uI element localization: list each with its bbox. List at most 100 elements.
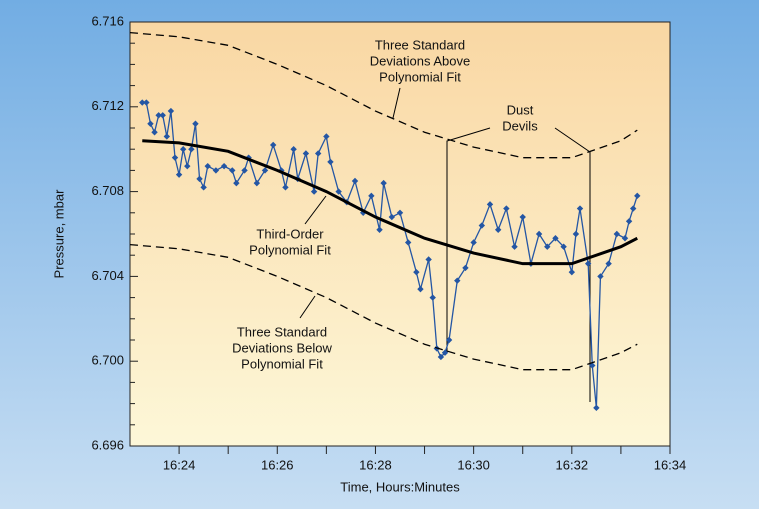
data-point xyxy=(454,277,461,284)
data-point xyxy=(204,162,211,170)
data-point xyxy=(396,209,404,216)
data-point xyxy=(155,112,162,119)
data-point xyxy=(196,175,203,183)
annotation-leader xyxy=(304,195,327,225)
data-point xyxy=(584,260,592,267)
x-tick-label: 16:26 xyxy=(261,457,294,472)
annotation-leader xyxy=(299,295,316,319)
data-point xyxy=(625,218,633,225)
data-point xyxy=(413,268,420,276)
data-point xyxy=(269,141,277,149)
annotation: Polynomial Fit xyxy=(379,69,461,84)
data-point xyxy=(310,188,318,195)
y-tick-label: 6.708 xyxy=(91,183,124,198)
data-point xyxy=(314,150,322,157)
y-tick-label: 6.704 xyxy=(91,268,124,283)
data-point xyxy=(290,146,297,153)
data-point xyxy=(597,273,604,280)
data-point xyxy=(511,243,518,250)
series-line xyxy=(142,139,638,266)
annotation: Devils xyxy=(502,118,538,133)
data-point xyxy=(261,167,269,174)
data-point xyxy=(552,235,559,242)
data-point xyxy=(470,239,477,246)
x-tick-label: 16:28 xyxy=(359,457,392,472)
data-point xyxy=(462,264,469,272)
data-point xyxy=(179,146,187,153)
data-point xyxy=(327,158,334,166)
data-point xyxy=(544,243,551,250)
x-tick-label: 16:34 xyxy=(654,457,687,472)
x-tick-label: 16:24 xyxy=(163,457,196,472)
data-point xyxy=(503,205,510,212)
annotation: Dust xyxy=(507,102,534,117)
x-tick-label: 16:30 xyxy=(457,457,490,472)
data-point xyxy=(212,167,220,174)
data-point xyxy=(139,99,146,106)
y-tick-label: 6.696 xyxy=(91,437,124,452)
data-point xyxy=(233,179,240,187)
data-point xyxy=(380,179,387,187)
data-point xyxy=(519,213,526,221)
annotation: Three Standard xyxy=(375,37,465,52)
data-point xyxy=(335,188,342,195)
data-point xyxy=(629,205,637,212)
data-point xyxy=(229,167,236,174)
annotation: Third-Order xyxy=(256,226,324,241)
data-point xyxy=(188,146,195,153)
data-point xyxy=(388,213,396,221)
data-point xyxy=(376,226,383,233)
data-point xyxy=(171,154,179,161)
series-line xyxy=(129,243,638,371)
data-point xyxy=(220,162,228,170)
data-point xyxy=(605,260,612,267)
data-point xyxy=(151,129,158,136)
series-line xyxy=(129,31,638,159)
data-point xyxy=(163,133,171,140)
y-axis-label: Pressure, mbar xyxy=(51,189,66,279)
data-point xyxy=(323,133,330,140)
data-point xyxy=(535,230,543,238)
data-point xyxy=(429,294,436,301)
data-point xyxy=(425,256,432,263)
annotation-leader xyxy=(446,127,491,352)
data-point xyxy=(147,120,154,127)
plot-area xyxy=(129,21,671,447)
data-point xyxy=(593,404,600,412)
data-point xyxy=(486,201,494,208)
x-tick-label: 16:32 xyxy=(556,457,589,472)
data-point xyxy=(200,184,207,191)
data-point xyxy=(351,177,359,185)
annotation: Three Standard xyxy=(237,324,327,339)
y-tick-label: 6.700 xyxy=(91,353,124,368)
data-point xyxy=(634,192,641,200)
data-point xyxy=(621,235,629,242)
data-point xyxy=(184,162,191,170)
data-point xyxy=(478,222,486,229)
data-point xyxy=(437,353,445,361)
annotation: Deviations Above xyxy=(370,53,470,68)
data-point xyxy=(159,112,166,119)
data-point xyxy=(613,230,621,238)
data-point xyxy=(441,349,449,356)
x-axis-label: Time, Hours:Minutes xyxy=(340,479,460,494)
annotation: Deviations Below xyxy=(232,340,332,355)
data-point xyxy=(404,239,412,246)
data-point xyxy=(494,226,502,233)
data-point xyxy=(445,336,453,344)
data-point xyxy=(302,150,310,157)
data-point xyxy=(192,120,199,127)
data-point xyxy=(253,179,261,187)
data-point xyxy=(560,243,567,250)
data-point xyxy=(241,167,248,174)
data-point xyxy=(143,99,150,106)
data-point xyxy=(368,192,375,200)
y-tick-label: 6.712 xyxy=(91,98,124,113)
data-point xyxy=(568,268,576,276)
annotation: Polynomial Fit xyxy=(249,242,331,257)
data-point xyxy=(576,205,584,212)
y-tick-label: 6.716 xyxy=(91,13,124,28)
data-point xyxy=(572,230,580,238)
data-point xyxy=(417,285,424,293)
